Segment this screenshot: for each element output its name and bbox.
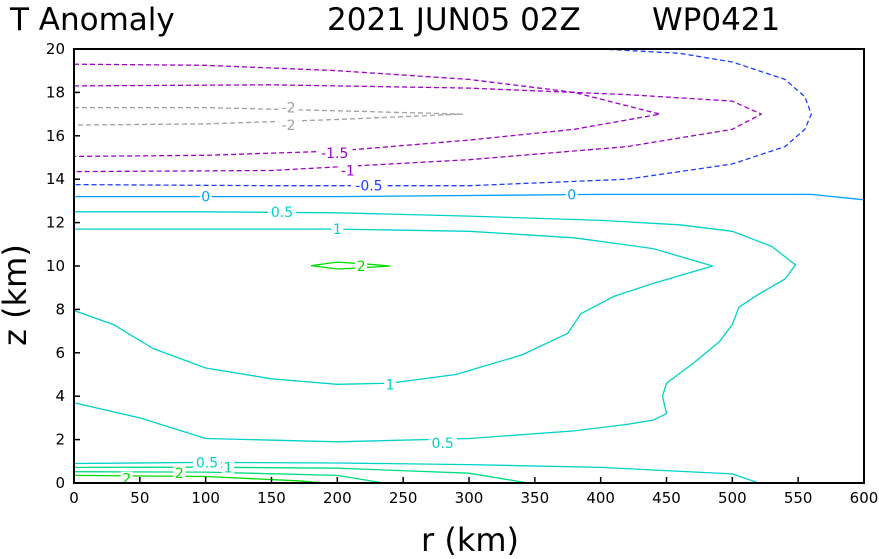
x-tick-label-11: 550 (784, 489, 813, 507)
contour-label-bg-4 (350, 178, 387, 193)
y-tick-label-7: 14 (46, 170, 65, 188)
y-tick-label-0: 0 (55, 474, 65, 492)
contour-line-9 (73, 466, 529, 484)
contour-label-bg-11 (428, 435, 457, 450)
contour-line-7 (310, 261, 391, 270)
contour-line-2 (73, 84, 762, 173)
contour-label-3: -1 (341, 164, 355, 180)
contour-label-bg-12 (192, 455, 221, 470)
contour-label-bg-15 (120, 471, 133, 486)
contour-label-bg-9 (355, 259, 368, 273)
x-tick-label-4: 200 (323, 489, 352, 507)
contour-label-bg-6 (565, 187, 578, 202)
y-axis-label: z (km) (0, 244, 34, 346)
y-tick-label-6: 12 (46, 214, 65, 232)
y-tick-label-1: 2 (55, 431, 65, 449)
y-tick-label-8: 16 (46, 127, 65, 145)
contour-label-5: 0 (201, 190, 210, 206)
x-tick-label-12: 600 (850, 489, 879, 507)
y-tick-label-10: 20 (46, 40, 65, 58)
contour-label-12: 0.5 (196, 455, 218, 471)
contour-line-11 (73, 474, 325, 484)
chart-date: 2021 JUN05 02Z (327, 2, 581, 38)
contour-label-bg-2 (316, 146, 353, 161)
x-tick-label-10: 500 (718, 489, 747, 507)
contour-label-0: -2 (282, 101, 296, 117)
contour-line-5 (73, 211, 797, 443)
contour-line-10 (73, 471, 384, 484)
contour-label-11: 0.5 (432, 436, 454, 452)
contour-label-4: -0.5 (355, 179, 382, 195)
contour-label-14: 2 (175, 466, 184, 482)
x-tick-label-9: 450 (652, 489, 681, 507)
contour-label-bg-3 (337, 163, 358, 178)
contour-line-6 (73, 228, 714, 385)
contour-label-bg-10 (384, 377, 396, 392)
x-axis-label: r (km) (421, 521, 519, 559)
x-tick-label-2: 100 (191, 489, 220, 507)
contour-label-13: 1 (224, 460, 233, 476)
contour-label-9: 2 (357, 259, 366, 275)
contour-line-1 (73, 63, 661, 158)
x-tick-label-3: 150 (257, 489, 286, 507)
contour-label-bg-1 (278, 117, 299, 132)
contour-line-3 (73, 48, 812, 187)
x-tick-label-8: 400 (586, 489, 615, 507)
y-tick-label-9: 18 (46, 83, 65, 101)
contour-label-2: -1.5 (321, 146, 348, 162)
contour-line-4 (74, 193, 865, 201)
contour-label-bg-14 (173, 466, 186, 481)
y-axis-ticks: 0 2 4 6 8 10 12 14 16 18 20 (46, 40, 80, 492)
contour-label-7: 0.5 (271, 205, 293, 221)
contour-lines (73, 48, 865, 484)
x-tick-label-7: 350 (521, 489, 550, 507)
contour-line-0 (73, 106, 464, 126)
contour-label-6: 0 (567, 187, 576, 203)
chart-title: T Anomaly (9, 2, 175, 38)
x-tick-label-6: 300 (455, 489, 484, 507)
x-axis-ticks: 0 50 100 150 200 250 300 350 400 450 500 550 600 (69, 477, 878, 507)
x-tick-label-1: 50 (130, 489, 149, 507)
contour-label-bg-5 (199, 189, 212, 204)
contour-label-10: 1 (386, 377, 395, 393)
y-tick-label-4: 8 (55, 300, 65, 318)
x-tick-label-0: 0 (69, 489, 79, 507)
contour-label-8: 1 (333, 222, 342, 238)
contour-labels: -2-2 -1.5 -1-0.5 0 0 0.5 1 2 1 0.5 0.5 1 2 2 (120, 100, 578, 488)
contour-label-bg-13 (222, 460, 235, 475)
y-tick-label-3: 6 (55, 344, 65, 362)
contour-label-1: -2 (282, 118, 296, 134)
contour-label-15: 2 (122, 472, 131, 488)
x-tick-label-5: 250 (389, 489, 418, 507)
plot-frame (73, 48, 865, 484)
chart-storm-id: WP0421 (652, 2, 780, 38)
contour-label-bg-7 (268, 204, 297, 219)
y-tick-label-2: 4 (55, 387, 65, 405)
contour-label-bg-0 (278, 100, 299, 115)
contour-label-bg-8 (331, 222, 344, 237)
y-tick-label-5: 10 (46, 257, 65, 275)
